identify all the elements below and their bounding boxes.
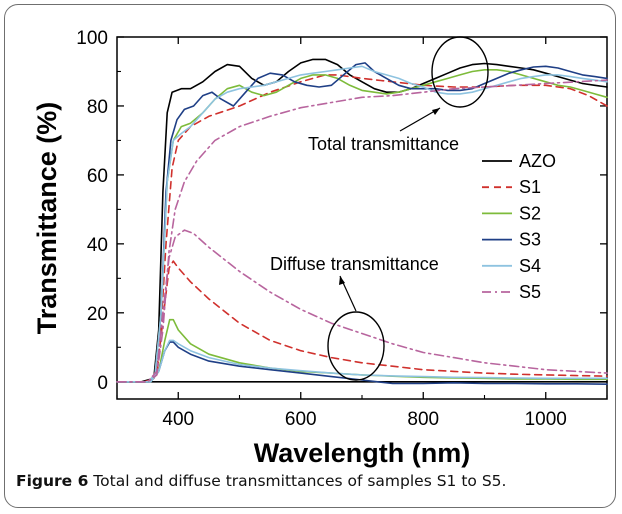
y-axis-title: Transmittance (%): [32, 102, 62, 335]
series-s5-total-line: [116, 79, 608, 383]
series-s1-diffuse-line: [116, 260, 608, 383]
total-annotation-label: Total transmittance: [308, 134, 459, 154]
legend-label-s2: S2: [519, 203, 541, 223]
figure-frame: [4, 4, 616, 508]
y-ticks: 0 20 40 60 80 100: [76, 28, 607, 394]
caption-label: Figure 6: [16, 472, 89, 490]
series-s5-diffuse-line: [116, 229, 608, 383]
series-s4-total-line: [116, 65, 608, 383]
chart: 400 600 800 1000 0 20 40 60 80 100 AZO S1 S2 S3 S4 S5…: [32, 28, 608, 468]
y-tick-label-20: 20: [87, 304, 108, 325]
diffuse-highlight-ellipse: [327, 311, 385, 381]
x-tick-label-800: 800: [407, 409, 439, 430]
y-tick-label-60: 60: [87, 166, 108, 187]
legend-label-s3: S3: [519, 230, 541, 250]
series-s3-total-line: [116, 62, 608, 383]
total-highlight-ellipse: [431, 36, 489, 108]
series-s1-total-line: [116, 74, 608, 383]
legend-label-s5: S5: [519, 282, 541, 302]
series-s4-diffuse-line: [116, 339, 608, 383]
series-s2-total-line: [116, 69, 608, 383]
x-axis-title: Wavelength (nm): [254, 438, 471, 468]
annotations: Total transmittance Diffuse transmittanc…: [270, 36, 489, 381]
diffuse-arrowhead: [339, 276, 345, 285]
caption-text: Total and diffuse transmittances of samp…: [88, 472, 507, 490]
series-azo-total-line: [116, 58, 608, 383]
legend-label-azo: AZO: [519, 151, 556, 171]
y-tick-label-80: 80: [87, 97, 108, 118]
y-tick-label-0: 0: [97, 373, 108, 394]
legend-label-s4: S4: [519, 256, 541, 276]
x-tick-label-1000: 1000: [525, 409, 567, 430]
diffuse-annotation-label: Diffuse transmittance: [270, 254, 439, 274]
legend: AZO S1 S2 S3 S4 S5: [482, 151, 556, 302]
y-tick-label-100: 100: [76, 28, 108, 49]
x-tick-label-400: 400: [162, 409, 194, 430]
legend-label-s1: S1: [519, 177, 541, 197]
figure-caption: Figure 6 Total and diffuse transmittance…: [16, 472, 616, 490]
x-tick-label-600: 600: [285, 409, 317, 430]
total-arrowhead: [432, 108, 440, 115]
y-tick-label-40: 40: [87, 235, 108, 256]
x-ticks: 400 600 800 1000: [116, 37, 608, 430]
series-group: [116, 58, 608, 385]
